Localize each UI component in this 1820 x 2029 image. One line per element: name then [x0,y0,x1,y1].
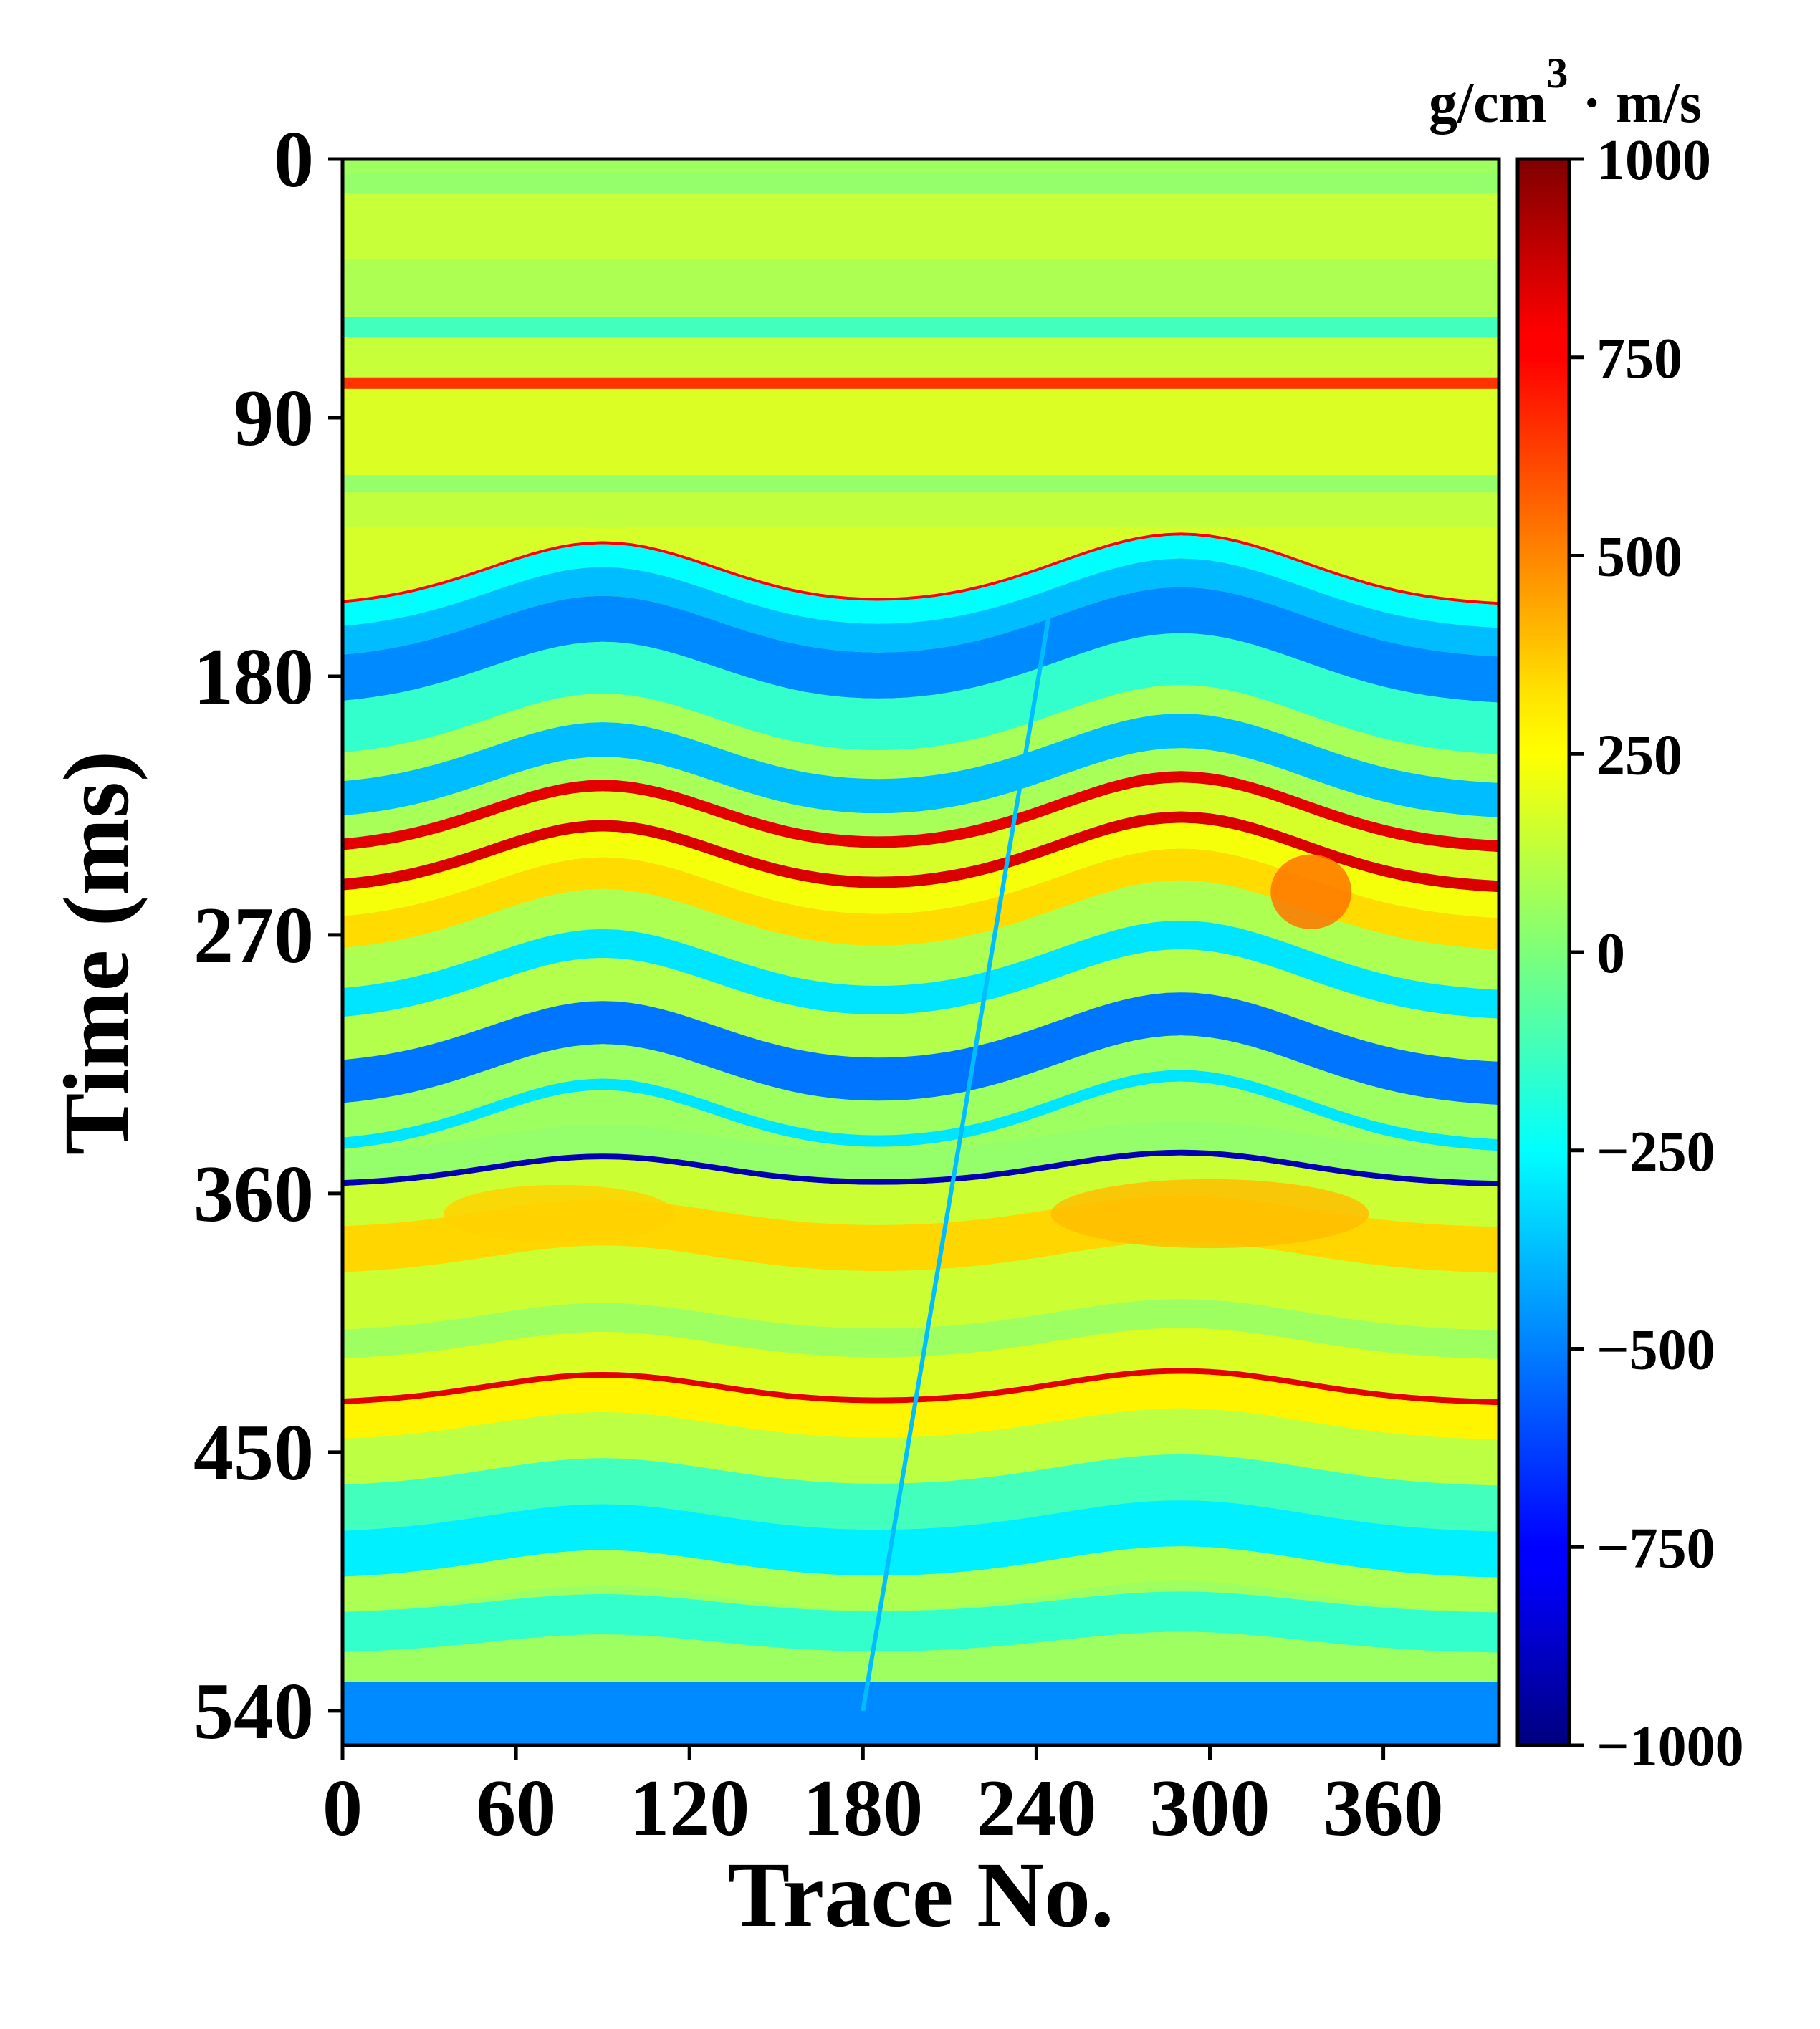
colorbar-tick-label: −500 [1596,1319,1715,1382]
heatmap-layer-band [343,317,1499,337]
heatmap-layer-band [343,1035,1499,1140]
heatmap-layer-band [343,1500,1499,1578]
heatmap-layer-band [343,771,1499,853]
fault-line [861,604,1053,1712]
colorbar [1515,157,1571,1747]
heatmap-layer-band [343,1631,1499,1682]
heatmap-layer-band [343,492,1499,527]
x-tick-label: 60 [476,1764,556,1853]
y-tick-label: 90 [234,374,314,463]
colorbar-tick-label: −250 [1596,1121,1715,1184]
colorbar-tick-label: −1000 [1596,1715,1744,1778]
heatmap-layer-band [343,1546,1499,1612]
x-tick-label: 360 [1323,1764,1444,1853]
heatmap [343,159,1499,1745]
heatmap-layer-band [343,1682,1499,1745]
y-tick-label: 0 [274,115,314,204]
y-axis: 0 90 180 270 360 450 540 [193,115,343,1756]
heatmap-anomaly [1050,1179,1369,1249]
heatmap-layer-band [343,782,1499,881]
x-tick-label: 240 [976,1764,1096,1853]
y-tick-label: 450 [193,1409,314,1497]
x-axis: 0 60 120 180 240 300 360 [322,1745,1444,1853]
x-tick-label: 120 [629,1764,749,1853]
heatmap-layer-band [343,1591,1499,1653]
x-tick-label: 300 [1150,1764,1270,1853]
y-tick-label: 270 [193,891,314,980]
heatmap-layer-band [343,259,1499,317]
heatmap-layer-band [343,1454,1499,1532]
heatmap-layer-band [343,388,1499,476]
heatmap-layer-band [343,1155,1499,1227]
unit-superscript: 3 [1546,49,1568,97]
heatmap-layer-band [343,1299,1499,1359]
colorbar-tick-label: 750 [1596,327,1682,390]
colorbar-tick-label: −750 [1596,1517,1715,1580]
heatmap-layer-band [343,1149,1499,1187]
heatmap-layer-band [343,633,1499,754]
unit-main: g/cm [1429,72,1546,135]
heatmap-layer-band [343,1070,1499,1151]
heatmap-layer-band [343,1408,1499,1486]
heatmap-anomaly [444,1184,676,1243]
heatmap-layer-band [343,1373,1499,1440]
heatmap-layer-band [343,587,1499,703]
heatmap-layer-band [343,1121,1499,1181]
heatmap-layer-band [343,193,1499,260]
y-tick-label: 540 [193,1667,314,1756]
colorbar-tick-label: 1000 [1596,129,1711,192]
heatmap-layer-band [343,1242,1499,1330]
y-tick-label: 180 [193,633,314,721]
colorbar-tick-label: 0 [1596,922,1625,985]
heatmap-layer-band [343,475,1499,493]
heatmap-layer-band [343,535,1499,628]
colorbar-tick-label: 250 [1596,724,1682,787]
x-axis-title: Trace No. [727,1843,1113,1947]
colorbar-unit-label: g/cm3 · m/s [1429,49,1702,135]
heatmap-layer-band [343,748,1499,841]
plot-frame [340,157,1501,1747]
heatmap-layer-band [343,377,1499,389]
unit-tail: · m/s [1568,72,1702,135]
heatmap-layer-band [343,811,1499,893]
colorbar-axis: 1000 750 500 250 0 −250 −500 −750 −1000 [1569,129,1744,1778]
y-axis-title: Time (ms) [45,751,148,1155]
heatmap-layer-band [343,1368,1499,1406]
heatmap-layer-band [343,337,1499,378]
heatmap-layer-band [343,558,1499,657]
heatmap-layer-band [343,880,1499,990]
heatmap-layer-band [343,848,1499,950]
heatmap-layer-band [343,949,1499,1062]
heatmap-layer-band [343,920,1499,1019]
y-tick-label: 360 [193,1150,314,1239]
heatmap-layer-band [343,173,1499,194]
heatmap-layer-band [343,714,1499,817]
x-tick-label: 180 [803,1764,923,1853]
heatmap-layer-band [343,685,1499,783]
heatmap-anomaly [1270,854,1352,929]
x-tick-label: 0 [322,1764,363,1853]
colorbar-tick-label: 500 [1596,526,1682,589]
heatmap-layer-band [343,822,1499,918]
heatmap-layer-band [343,992,1499,1105]
